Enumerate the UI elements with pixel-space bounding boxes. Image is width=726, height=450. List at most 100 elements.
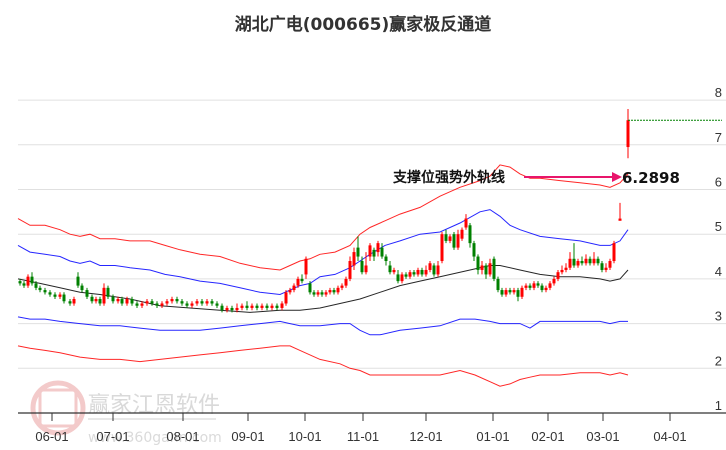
y-axis: 1 2 3 4 5 6 7 8 xyxy=(715,85,722,413)
candle-body xyxy=(160,303,164,306)
candle-body xyxy=(564,267,568,270)
candle-body xyxy=(496,278,500,291)
x-tick-label: 12-01 xyxy=(409,429,442,444)
candle-body xyxy=(304,258,308,275)
band-inner_lower xyxy=(17,316,628,336)
candle-body xyxy=(43,290,47,293)
candle-body xyxy=(608,261,612,268)
candle-body xyxy=(416,269,420,275)
candle-body xyxy=(320,292,324,295)
candle-body xyxy=(175,299,179,302)
candle-body xyxy=(524,285,528,288)
candle-body xyxy=(372,249,376,257)
candle-body xyxy=(544,287,548,291)
candle-body xyxy=(588,258,592,264)
candle-body xyxy=(76,276,80,286)
candle-body xyxy=(580,261,584,264)
candle-body xyxy=(94,299,98,302)
candle-body xyxy=(265,305,269,308)
candle-body xyxy=(572,258,576,266)
x-tick-label: 01-01 xyxy=(476,429,509,444)
candle-body xyxy=(18,281,22,284)
candle-body xyxy=(80,285,84,291)
candle-body xyxy=(145,301,149,304)
candle-body xyxy=(288,290,292,293)
candle-body xyxy=(190,303,194,306)
candle-body xyxy=(72,299,76,304)
candle-body xyxy=(512,290,516,293)
candle-body xyxy=(275,305,279,308)
candle-body xyxy=(432,265,436,275)
candle-body xyxy=(348,261,352,279)
candle-body xyxy=(560,269,564,273)
candle-body xyxy=(230,307,234,311)
candle-body xyxy=(548,283,552,288)
candle-body xyxy=(210,301,214,304)
watermark-url: www.360gann.com xyxy=(88,430,222,446)
candle-body xyxy=(150,301,154,304)
candle-body xyxy=(140,303,144,306)
x-tick-label: 03-01 xyxy=(586,429,619,444)
candle-body xyxy=(155,303,159,306)
watermark-seal-square xyxy=(38,388,78,428)
candle-body xyxy=(26,276,30,286)
watermark-text: 赢家江恩软件 xyxy=(88,393,220,418)
candle-body xyxy=(200,301,204,304)
candle-body xyxy=(308,283,312,293)
candle-body xyxy=(428,263,432,270)
candle-body xyxy=(340,285,344,288)
candle-body xyxy=(296,278,300,286)
y-tick-label: 2 xyxy=(715,353,722,368)
annotation: 支撑位强势外轨线 6.2898 xyxy=(392,169,680,187)
candle-body xyxy=(626,120,630,148)
band-outer_upper xyxy=(17,164,629,271)
candle-body xyxy=(368,245,372,257)
candle-body xyxy=(440,234,444,262)
y-tick-label: 7 xyxy=(715,130,722,145)
candle-body xyxy=(480,265,484,270)
candle-body xyxy=(460,229,464,239)
candle-body xyxy=(205,301,209,304)
candle-body xyxy=(90,296,94,302)
candle-body xyxy=(250,305,254,308)
candle-body xyxy=(22,283,26,286)
candle-body xyxy=(484,265,488,275)
candle-body xyxy=(328,290,332,293)
candle-body xyxy=(332,290,336,293)
candlesticks xyxy=(18,109,630,313)
candle-body xyxy=(392,269,396,273)
candle-body xyxy=(408,272,412,277)
candle-body xyxy=(504,290,508,295)
chart-title: 湖北广电(000665)赢家极反通道 xyxy=(234,15,492,35)
candle-body xyxy=(316,292,320,295)
gridlines xyxy=(18,99,726,369)
candle-body xyxy=(48,292,52,295)
candle-body xyxy=(396,274,400,282)
candle-body xyxy=(38,287,42,291)
candle-body xyxy=(225,307,229,311)
candle-body xyxy=(130,299,134,304)
candle-body xyxy=(600,263,604,270)
candle-body xyxy=(604,267,608,270)
candle-body xyxy=(165,301,169,304)
candle-body xyxy=(596,258,600,264)
x-tick-label: 02-01 xyxy=(531,429,564,444)
candle-body xyxy=(384,256,388,262)
candle-body xyxy=(292,285,296,291)
watermark: 赢家江恩软件 www.360gann.com xyxy=(30,380,222,446)
candle-body xyxy=(380,247,384,257)
candle-body xyxy=(468,225,472,244)
candle-body xyxy=(360,261,364,273)
y-tick-label: 6 xyxy=(715,175,722,190)
candle-body xyxy=(240,305,244,308)
x-tick-label: 10-01 xyxy=(288,429,321,444)
candle-body xyxy=(472,243,476,257)
candle-body xyxy=(420,269,424,275)
candle-body xyxy=(98,299,102,304)
candle-body xyxy=(170,299,174,302)
candle-body xyxy=(220,305,224,311)
candle-body xyxy=(280,303,284,308)
candle-body xyxy=(456,234,460,248)
x-axis: 06-01 07-01 08-01 09-01 10-01 11-01 12-01 01-01… xyxy=(18,412,726,444)
candle-body xyxy=(111,296,115,302)
